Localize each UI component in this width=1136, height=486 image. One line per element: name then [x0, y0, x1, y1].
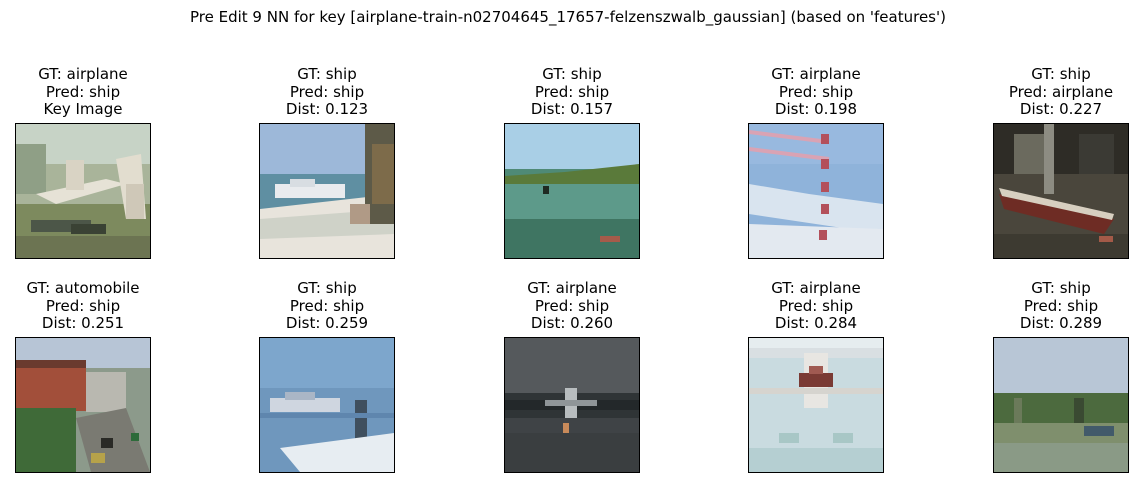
panel-caption: GT: ship Pred: airplane Dist: 0.227 — [953, 65, 1136, 119]
neighbor-image-seaplane — [748, 337, 884, 473]
distance-label: Dist: 0.260 — [530, 314, 614, 332]
gt-label: GT: ship — [297, 65, 357, 83]
neighbor-image-beach-boat — [259, 123, 395, 259]
panel-caption: GT: ship Pred: ship Dist: 0.123 — [219, 65, 435, 119]
pred-label: Pred: ship — [534, 296, 610, 315]
distance-label: Dist: 0.157 — [530, 100, 614, 118]
gt-label: GT: automobile — [26, 279, 140, 297]
distance-label: Dist: 0.289 — [1019, 314, 1103, 332]
panel-caption: GT: ship Pred: ship Dist: 0.289 — [953, 279, 1136, 333]
gt-label: GT: ship — [542, 65, 602, 83]
neighbor-image-water-boat — [259, 337, 395, 473]
gt-label: GT: ship — [297, 279, 357, 297]
key-image-airplane — [15, 123, 151, 259]
pred-label: Pred: ship — [45, 296, 121, 315]
pred-label: Pred: ship — [289, 296, 365, 315]
gt-label: GT: airplane — [38, 65, 128, 83]
gt-label: GT: airplane — [771, 65, 861, 83]
panel-caption: GT: airplane Pred: ship Key Image — [0, 65, 191, 119]
panel-caption: GT: airplane Pred: ship Dist: 0.284 — [708, 279, 924, 333]
key-image-label: Key Image — [43, 100, 123, 118]
pred-label: Pred: ship — [778, 296, 854, 315]
gt-label: GT: airplane — [771, 279, 861, 297]
neighbor-image-dark-plane — [504, 337, 640, 473]
figure-title: Pre Edit 9 NN for key [airplane-train-n0… — [190, 8, 946, 26]
panel-caption: GT: ship Pred: ship Dist: 0.259 — [219, 279, 435, 333]
pred-label: Pred: ship — [289, 82, 365, 101]
distance-label: Dist: 0.227 — [1019, 100, 1103, 118]
distance-label: Dist: 0.251 — [41, 314, 125, 332]
panel-caption: GT: automobile Pred: ship Dist: 0.251 — [0, 279, 191, 333]
panel-caption: GT: airplane Pred: ship Dist: 0.198 — [708, 65, 924, 119]
distance-label: Dist: 0.198 — [774, 100, 858, 118]
neighbor-image-hangar-boat — [993, 123, 1129, 259]
panel-caption: GT: ship Pred: ship Dist: 0.157 — [464, 65, 680, 119]
gt-label: GT: ship — [1031, 279, 1091, 297]
distance-label: Dist: 0.123 — [285, 100, 369, 118]
distance-label: Dist: 0.284 — [774, 314, 858, 332]
pred-label: Pred: ship — [534, 82, 610, 101]
neighbor-image-town-street — [15, 337, 151, 473]
neighbor-image-jets-sky — [748, 123, 884, 259]
pred-label: Pred: airplane — [1008, 82, 1114, 101]
gt-label: GT: airplane — [527, 279, 617, 297]
neighbor-image-harbor — [993, 337, 1129, 473]
neighbor-image-lake-shore — [504, 123, 640, 259]
pred-label: Pred: ship — [45, 82, 121, 101]
distance-label: Dist: 0.259 — [285, 314, 369, 332]
gt-label: GT: ship — [1031, 65, 1091, 83]
pred-label: Pred: ship — [1023, 296, 1099, 315]
pred-label: Pred: ship — [778, 82, 854, 101]
panel-caption: GT: airplane Pred: ship Dist: 0.260 — [464, 279, 680, 333]
